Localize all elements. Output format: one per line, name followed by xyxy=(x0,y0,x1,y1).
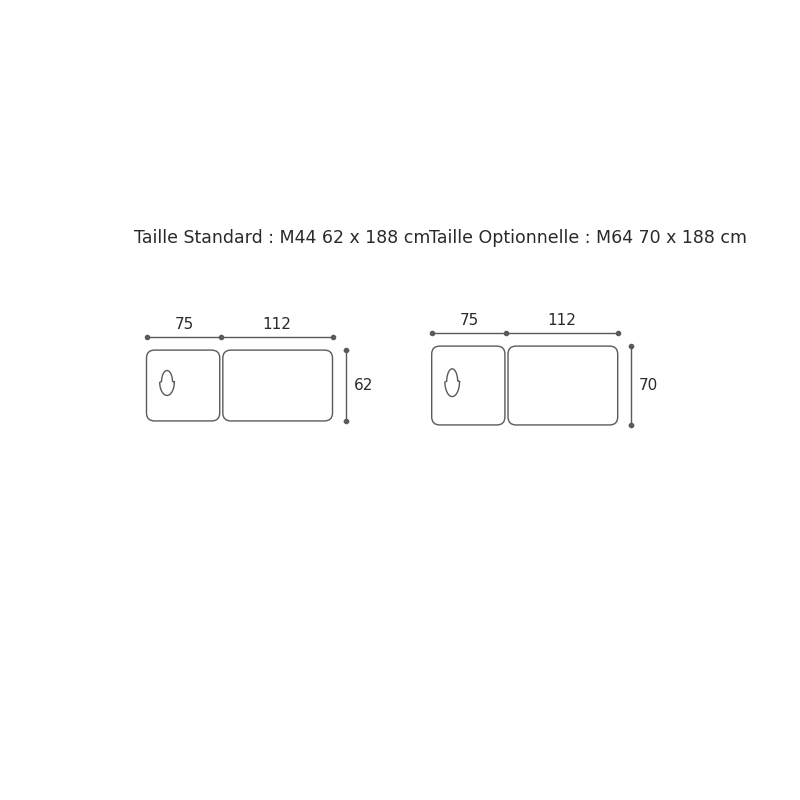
Text: 75: 75 xyxy=(459,313,478,328)
Text: Taille Standard : M44 62 x 188 cm: Taille Standard : M44 62 x 188 cm xyxy=(134,229,430,246)
Text: 112: 112 xyxy=(262,317,291,332)
Text: 70: 70 xyxy=(638,378,658,393)
Text: 112: 112 xyxy=(548,313,577,328)
Text: Taille Optionnelle : M64 70 x 188 cm: Taille Optionnelle : M64 70 x 188 cm xyxy=(429,229,746,246)
Text: 75: 75 xyxy=(174,317,194,332)
Text: 62: 62 xyxy=(354,378,373,393)
